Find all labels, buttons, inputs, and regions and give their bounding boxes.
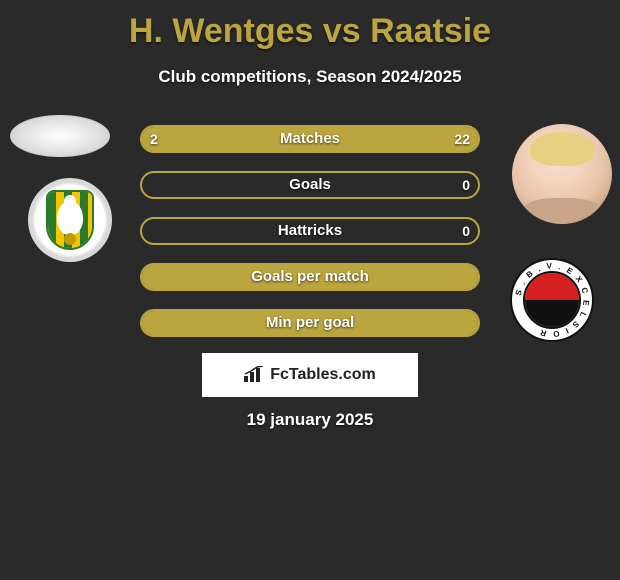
club-right-ring-text: S . B . V . E X C E L S I O R	[512, 260, 592, 340]
bar-chart-icon	[244, 366, 264, 384]
stat-row: Hattricks0	[140, 217, 480, 245]
stat-row: Goals0	[140, 171, 480, 199]
stat-label: Goals	[140, 171, 480, 199]
date-text: 19 january 2025	[0, 410, 620, 430]
footer-brand-box: FcTables.com	[202, 353, 418, 397]
svg-text:S . B . V . E X C E L S I O R: S . B . V . E X C E L S I O R	[514, 261, 591, 338]
stat-row: Min per goal	[140, 309, 480, 337]
stat-value-right: 22	[444, 125, 480, 153]
player-left-avatar	[10, 115, 110, 157]
club-left-shield-icon	[46, 190, 94, 250]
stat-label: Matches	[140, 125, 480, 153]
player-right-avatar	[512, 124, 612, 224]
stat-row: Goals per match	[140, 263, 480, 291]
page-title: H. Wentges vs Raatsie	[0, 0, 620, 51]
stats-container: Matches222Goals0Hattricks0Goals per matc…	[140, 125, 480, 355]
page-subtitle: Club competitions, Season 2024/2025	[0, 67, 620, 87]
stat-label: Goals per match	[140, 263, 480, 291]
stat-label: Hattricks	[140, 217, 480, 245]
club-right-badge: S . B . V . E X C E L S I O R	[510, 258, 594, 342]
club-left-badge	[28, 178, 112, 262]
stat-value-right: 0	[452, 217, 480, 245]
footer-brand-text: FcTables.com	[270, 366, 376, 384]
stat-value-right: 0	[452, 171, 480, 199]
stat-row: Matches222	[140, 125, 480, 153]
stat-value-left: 2	[140, 125, 168, 153]
stat-label: Min per goal	[140, 309, 480, 337]
